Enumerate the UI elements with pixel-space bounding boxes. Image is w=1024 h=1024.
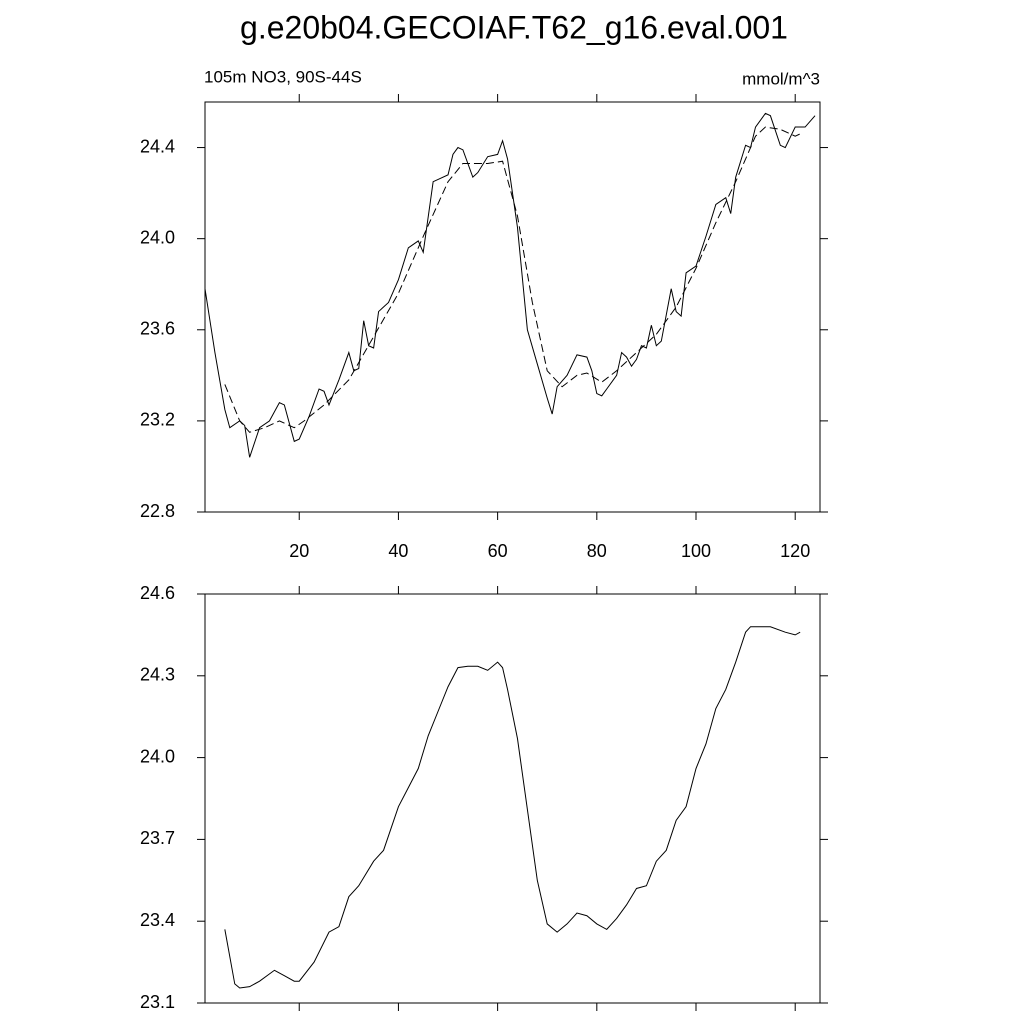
- y-tick-label: 23.1: [140, 992, 175, 1012]
- y-tick-label: 24.0: [140, 746, 175, 766]
- x-tick-label: 60: [488, 541, 508, 561]
- variable-label: 105m NO3, 90S-44S: [204, 67, 362, 86]
- y-tick-label: 24.6: [140, 583, 175, 603]
- x-tick-label: 120: [780, 541, 810, 561]
- data-line: [204, 112, 816, 458]
- y-tick-label: 23.6: [140, 319, 175, 339]
- y-tick-label: 23.4: [140, 910, 175, 930]
- units-label: mmol/m^3: [742, 69, 820, 88]
- plot-frame: [204, 593, 821, 1004]
- figure-title: g.e20b04.GECOIAF.T62_g16.eval.001: [240, 9, 788, 45]
- smoothed-line: [224, 126, 801, 433]
- x-tick-label: 80: [587, 541, 607, 561]
- y-tick-label: 22.8: [140, 501, 175, 521]
- x-tick-label: 40: [388, 541, 408, 561]
- y-tick-label: 23.7: [140, 828, 175, 848]
- x-tick-label: 100: [681, 541, 711, 561]
- y-tick-label: 24.4: [140, 136, 175, 156]
- y-tick-label: 23.2: [140, 410, 175, 430]
- y-tick-label: 24.3: [140, 665, 175, 685]
- y-tick-label: 24.0: [140, 227, 175, 247]
- data-line: [224, 626, 801, 989]
- plot-frame: [204, 101, 821, 513]
- x-tick-label: 20: [289, 541, 309, 561]
